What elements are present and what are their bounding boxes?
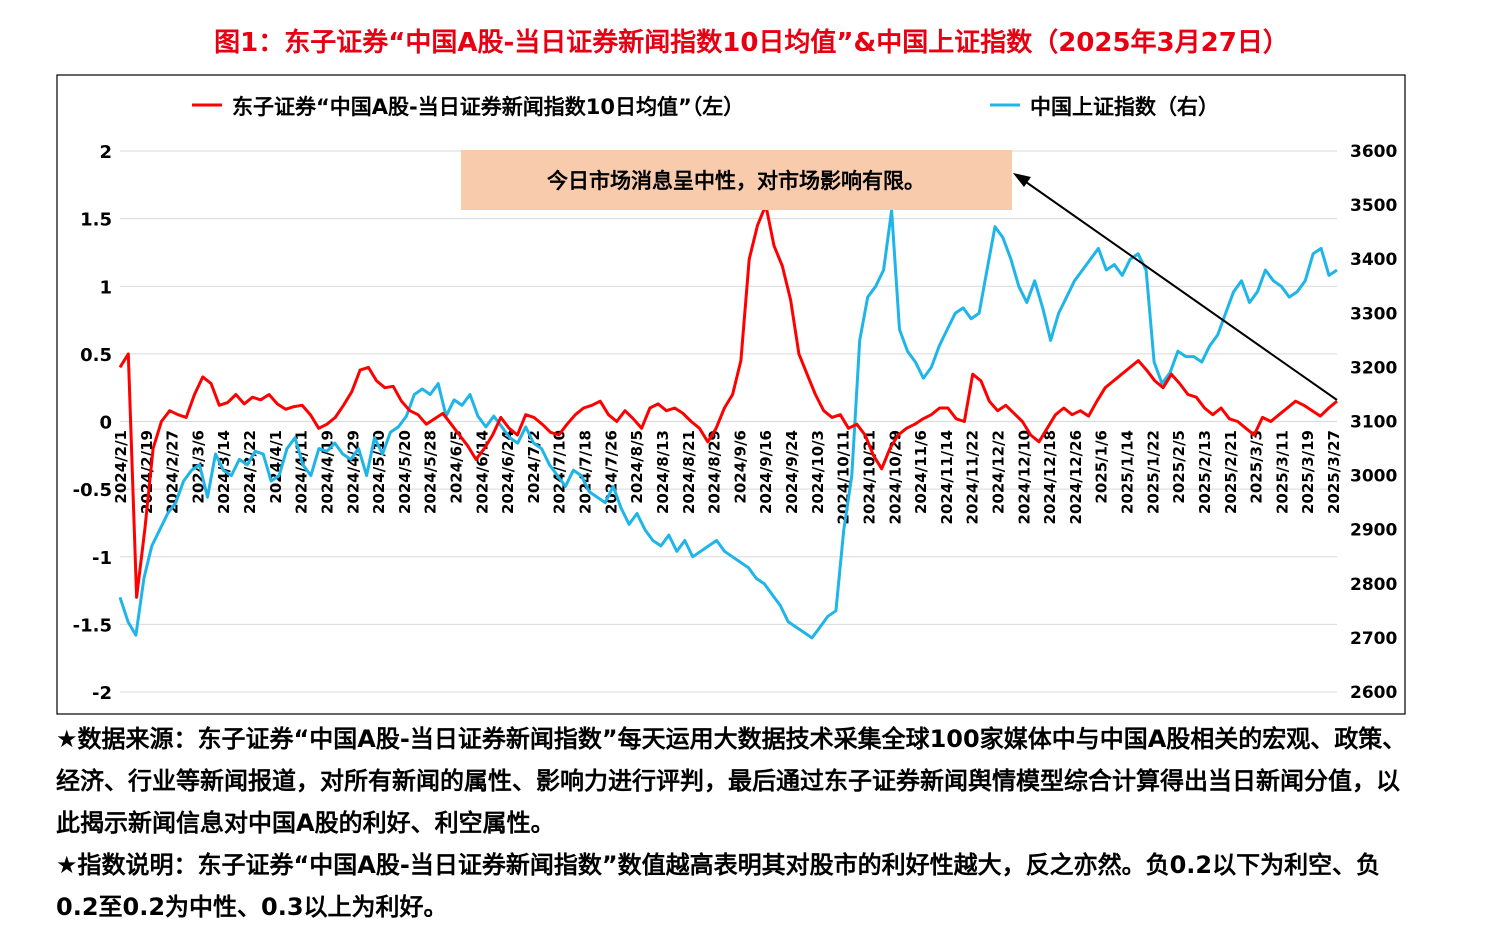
x-tick-label: 2024/9/6 — [731, 430, 749, 504]
y-right-tick-label: 2900 — [1350, 521, 1397, 541]
y-right-tick-label: 3500 — [1350, 196, 1397, 216]
annotation-arrow — [1025, 181, 1338, 401]
x-tick-label: 2024/4/1 — [267, 430, 285, 504]
y-right-tick-label: 3100 — [1350, 413, 1397, 433]
y-right-tick-label: 3400 — [1350, 250, 1397, 270]
y-left-tick-label: 1.5 — [80, 210, 112, 231]
x-tick-label: 2024/10/3 — [809, 430, 827, 514]
x-tick-label: 2025/2/21 — [1222, 430, 1240, 514]
x-tick-label: 2024/12/26 — [1067, 430, 1085, 524]
x-tick-label: 2025/2/5 — [1170, 430, 1188, 504]
y-left-tick-label: -1.5 — [73, 615, 112, 636]
x-tick-label: 2024/6/14 — [473, 430, 491, 514]
x-tick-label: 2024/2/19 — [138, 430, 156, 514]
y-left-tick-label: 1 — [99, 277, 112, 298]
y-right-tick-label: 2800 — [1350, 575, 1397, 595]
annotation: 今日市场消息呈中性，对市场影响有限。 — [461, 150, 1338, 401]
x-tick-label: 2025/2/13 — [1196, 430, 1214, 514]
x-tick-label: 2024/10/29 — [886, 430, 904, 524]
x-tick-label: 2024/2/27 — [164, 430, 182, 514]
note-explanation: ★指数说明：东子证券“中国A股-当日证券新闻指数”数值越高表明其对股市的利好性越… — [56, 851, 1381, 921]
x-tick-label: 2024/7/2 — [525, 430, 543, 504]
y-right-tick-label: 3200 — [1350, 358, 1397, 378]
y-axis-right: 3600 3500 3400 3300 3200 3100 3000 2900 2800 2700… — [1350, 142, 1397, 703]
x-tick-label: 2024/9/16 — [757, 430, 775, 514]
legend-label-news: 东子证券“中国A股-当日证券新闻指数10日均值”（左） — [232, 95, 744, 119]
x-axis-labels: 2024/2/1 2024/2/19 2024/2/27 2024/3/6 2024/3… — [112, 430, 1343, 524]
x-tick-label: 2025/1/14 — [1119, 430, 1137, 514]
legend: 东子证券“中国A股-当日证券新闻指数10日均值”（左） 中国上证指数（右） — [192, 95, 1219, 119]
x-tick-label: 2024/6/5 — [448, 430, 466, 504]
x-tick-label: 2025/3/27 — [1325, 430, 1343, 514]
x-tick-label: 2025/3/3 — [1248, 430, 1266, 504]
chart: 2 1.5 1 0.5 0 -0.5 -1 -1.5 -2 3600 3500 3400 3300 32… — [56, 74, 1406, 715]
y-left-tick-label: -0.5 — [73, 480, 112, 501]
series-line-shanghai-index — [118, 209, 1338, 640]
y-left-tick-label: -1 — [92, 548, 112, 569]
x-tick-label: 2024/8/21 — [680, 430, 698, 514]
legend-label-sh: 中国上证指数（右） — [1030, 95, 1219, 119]
x-tick-label: 2024/3/22 — [241, 430, 259, 514]
x-tick-label: 2024/8/13 — [654, 430, 672, 514]
annotation-box — [461, 150, 1012, 210]
x-tick-label: 2024/9/24 — [783, 430, 801, 514]
notes: ★数据来源：东子证券“中国A股-当日证券新闻指数”每天运用大数据技术采集全球10… — [56, 718, 1416, 928]
annotation-arrowhead — [1013, 173, 1031, 187]
x-tick-label: 2024/11/22 — [964, 430, 982, 524]
series-line-news-index — [118, 203, 1338, 599]
x-tick-label: 2024/10/11 — [835, 430, 853, 524]
note-source: ★数据来源：东子证券“中国A股-当日证券新闻指数”每天运用大数据技术采集全球10… — [56, 725, 1407, 837]
annotation-text: 今日市场消息呈中性，对市场影响有限。 — [547, 169, 925, 193]
gridlines — [120, 150, 1337, 693]
x-tick-label: 2024/12/2 — [989, 430, 1007, 514]
x-tick-label: 2024/5/28 — [422, 430, 440, 514]
x-tick-label: 2024/2/1 — [112, 430, 130, 504]
series-lines — [118, 203, 1338, 640]
x-tick-label: 2024/12/10 — [1015, 430, 1033, 524]
y-left-tick-label: 0.5 — [80, 345, 112, 366]
page-title: 图1：东子证券“中国A股-当日证券新闻指数10日均值”&中国上证指数（2025年… — [214, 28, 1289, 58]
x-tick-label: 2025/1/6 — [1093, 430, 1111, 504]
x-tick-label: 2024/7/10 — [551, 430, 569, 514]
y-left-tick-label: 2 — [99, 142, 112, 163]
y-right-tick-label: 3000 — [1350, 467, 1397, 487]
x-tick-label: 2024/11/14 — [938, 430, 956, 524]
x-tick-label: 2025/3/19 — [1299, 430, 1317, 514]
x-tick-label: 2024/8/5 — [628, 430, 646, 504]
y-right-tick-label: 2600 — [1350, 683, 1397, 703]
x-tick-label: 2024/11/6 — [912, 430, 930, 514]
x-tick-label: 2024/12/18 — [1041, 430, 1059, 524]
y-right-tick-label: 3300 — [1350, 304, 1397, 324]
x-tick-label: 2024/6/24 — [499, 430, 517, 514]
x-tick-label: 2025/1/22 — [1144, 430, 1162, 514]
x-tick-label: 2024/4/11 — [293, 430, 311, 514]
x-tick-label: 2025/3/11 — [1273, 430, 1291, 514]
y-right-tick-label: 2700 — [1350, 629, 1397, 649]
x-tick-label: 2024/5/20 — [396, 430, 414, 514]
x-tick-label: 2024/8/29 — [706, 430, 724, 514]
x-tick-label: 2024/7/18 — [577, 430, 595, 514]
y-left-tick-label: -2 — [92, 683, 112, 704]
y-left-tick-label: 0 — [99, 413, 112, 434]
y-right-tick-label: 3600 — [1350, 142, 1397, 162]
y-axis-left: 2 1.5 1 0.5 0 -0.5 -1 -1.5 -2 — [73, 142, 112, 704]
x-tick-label: 2024/4/29 — [344, 430, 362, 514]
